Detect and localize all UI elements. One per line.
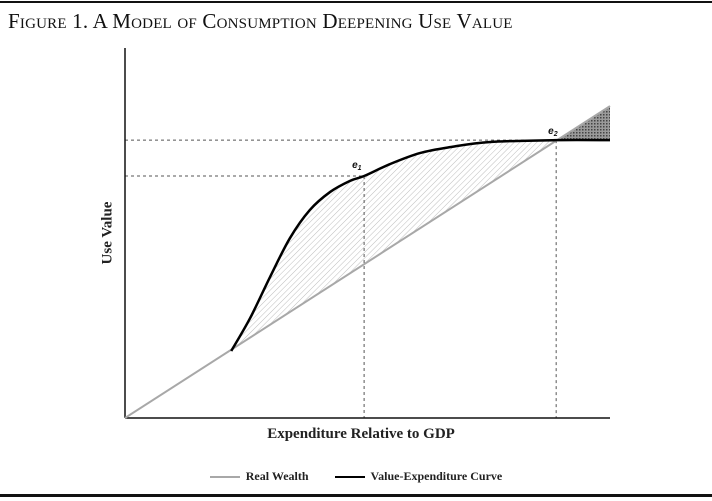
legend: Real Wealth Value-Expenditure Curve — [0, 469, 712, 484]
legend-item-real-wealth: Real Wealth — [209, 469, 309, 484]
legend-swatch — [334, 475, 365, 478]
figure-title: Figure 1. A Model of Consumption Deepeni… — [8, 9, 513, 33]
real-wealth-line — [124, 105, 611, 419]
legend-label: Value-Expenditure Curve — [370, 469, 503, 483]
bottom-rule — [0, 494, 712, 497]
surplus-hatched-area — [231, 140, 557, 352]
top-rule — [0, 1, 712, 3]
legend-label: Real Wealth — [245, 469, 309, 483]
equilibrium-label-e1: e1 — [352, 160, 362, 172]
equilibrium-label-e2: e2 — [548, 126, 558, 138]
legend-item-value-expenditure: Value-Expenditure Curve — [334, 469, 503, 484]
x-axis-label: Expenditure Relative to GDP — [267, 426, 455, 442]
value-expenditure-curve — [230, 138, 611, 352]
y-axis-label: Use Value — [99, 201, 116, 265]
legend-swatch — [209, 475, 240, 478]
